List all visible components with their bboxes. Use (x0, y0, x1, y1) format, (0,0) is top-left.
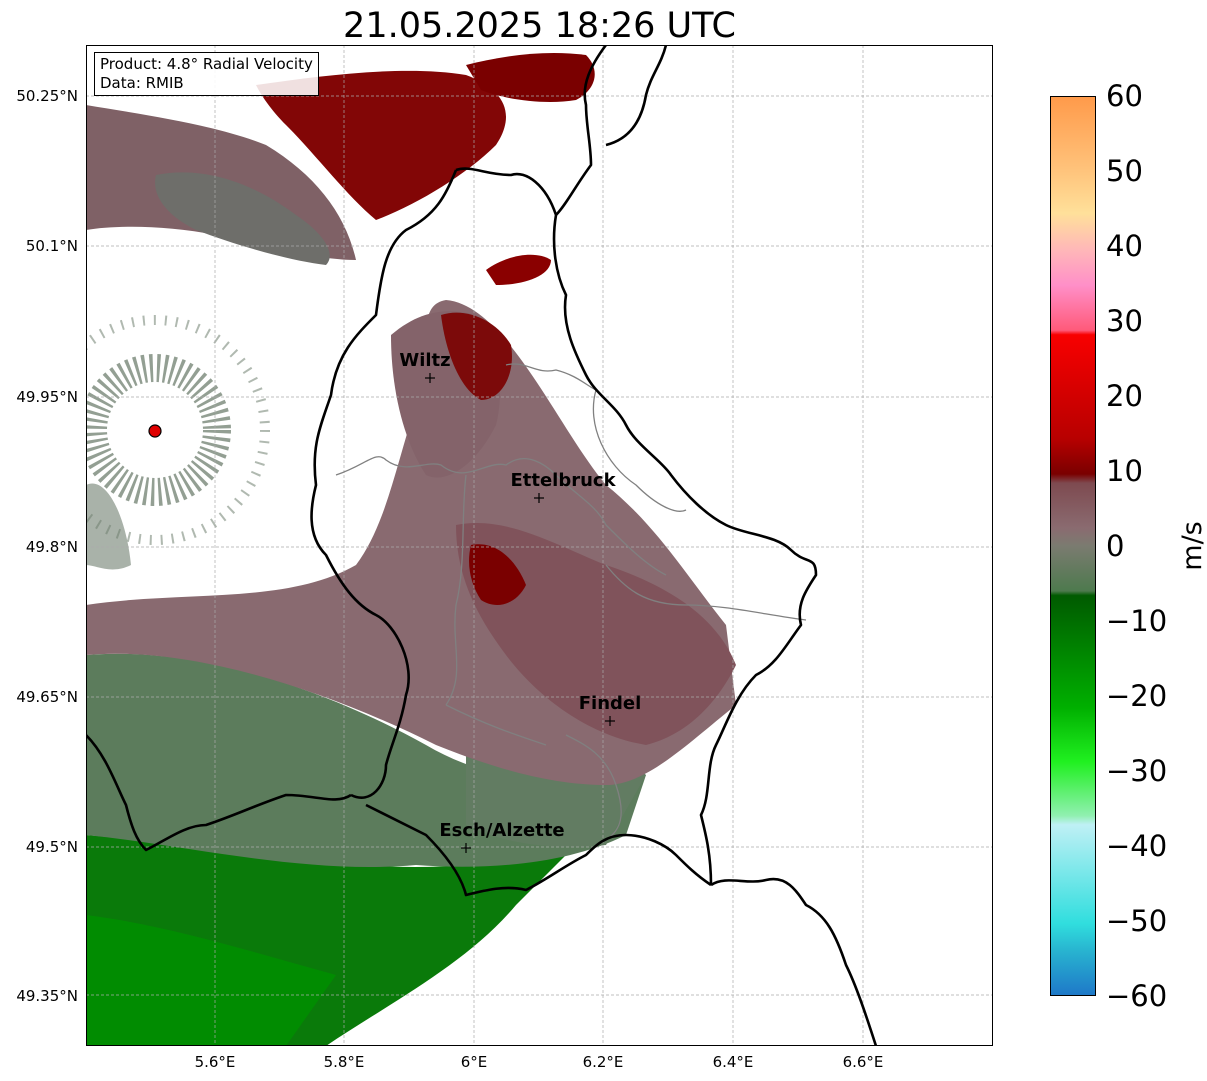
city-marker-wiltz (425, 373, 435, 383)
colorbar-tick-label: 0 (1106, 529, 1125, 563)
colorbar-tick-label: −60 (1106, 979, 1168, 1013)
x-tick-label: 6.4°E (712, 1053, 754, 1071)
radar-echoes (86, 53, 736, 1046)
velocity-colorbar (1050, 96, 1096, 996)
echo-clutter-ring (86, 354, 231, 506)
colorbar-tick-label: −20 (1106, 679, 1168, 713)
city-markers (425, 373, 615, 853)
echo-outbound-strong-ne (486, 254, 551, 285)
colorbar-tick-label: 60 (1106, 79, 1143, 113)
grid-lines (86, 45, 993, 1046)
radar-map (86, 45, 993, 1046)
x-tick-label: 6.2°E (582, 1053, 624, 1071)
city-marker-esch (461, 843, 471, 853)
y-tick-label: 49.35°N (16, 987, 78, 1005)
colorbar-tick-label: −30 (1106, 754, 1168, 788)
canton-borders (335, 363, 807, 841)
colorbar-tick-label: −40 (1106, 829, 1168, 863)
echo-north-red-ne (466, 53, 595, 102)
echo-north-red (256, 70, 506, 220)
y-tick-label: 49.5°N (25, 838, 78, 856)
border-north (555, 45, 608, 216)
echo-inbound-strong-edge (86, 915, 336, 1046)
echo-north-mauve-2 (155, 172, 330, 265)
y-tick-label: 50.25°N (16, 87, 78, 105)
colorbar-tick-label: 30 (1106, 304, 1143, 338)
border-luxembourg-germany (455, 167, 818, 886)
colorbar-tick-label: 20 (1106, 379, 1143, 413)
border-belgium-france (86, 734, 352, 852)
radar-site-marker (148, 424, 162, 438)
colorbar-tick-label: 10 (1106, 454, 1143, 488)
colorbar-unit-label: m/s (1177, 521, 1207, 571)
data-source-label: Data: RMIB (100, 74, 184, 92)
border-luxembourg-france (365, 803, 712, 897)
city-marker-findel (605, 716, 615, 726)
x-tick-label: 6.6°E (842, 1053, 884, 1071)
y-tick-label: 49.65°N (16, 688, 78, 706)
echo-outbound-strong-wiltz (441, 312, 512, 400)
border-north-east (605, 45, 668, 147)
city-label-ettelbruck: Ettelbruck (510, 470, 616, 491)
city-label-wiltz: Wiltz (399, 350, 451, 371)
echo-west-strip (86, 483, 131, 570)
colorbar-tick-label: 50 (1106, 154, 1143, 188)
map-border (86, 45, 993, 1046)
echo-outbound-weak (456, 523, 736, 745)
colorbar-tick-label: −50 (1106, 904, 1168, 938)
city-label-findel: Findel (578, 693, 642, 714)
colorbar-tick-label: −10 (1106, 604, 1168, 638)
city-label-esch: Esch/Alzette (439, 820, 565, 841)
national-borders (86, 45, 878, 1046)
x-tick-label: 5.8°E (323, 1053, 365, 1071)
product-label: Product: 4.8° Radial Velocity (100, 55, 313, 73)
border-belgium-luxembourg (310, 169, 458, 799)
y-tick-label: 49.8°N (25, 538, 78, 556)
colorbar-tick-label: 40 (1106, 229, 1143, 263)
y-tick-label: 50.1°N (25, 237, 78, 255)
border-germany-france (710, 877, 878, 1046)
city-marker-ettelbruck (534, 493, 544, 503)
map-title: 21.05.2025 18:26 UTC (343, 6, 736, 46)
product-info-box: Product: 4.8° Radial Velocity Data: RMIB (94, 52, 319, 96)
echo-clutter-ring-outer (86, 315, 270, 545)
x-tick-label: 6°E (460, 1053, 488, 1071)
echo-outbound-strong-south (469, 544, 526, 605)
y-tick-label: 49.95°N (16, 388, 78, 406)
x-tick-label: 5.6°E (194, 1053, 236, 1071)
map-canvas (86, 45, 993, 1046)
